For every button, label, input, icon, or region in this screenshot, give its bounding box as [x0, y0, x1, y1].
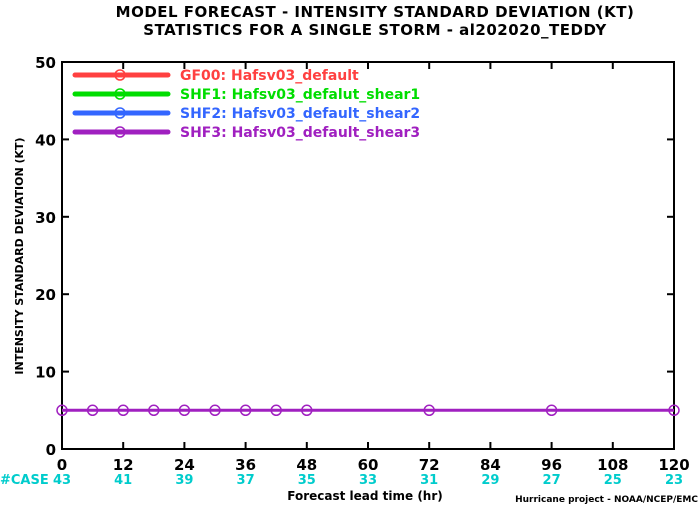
- case-count: 27: [543, 473, 561, 488]
- x-tick-label: 72: [419, 456, 440, 474]
- chart-title-line1: MODEL FORECAST - INTENSITY STANDARD DEVI…: [116, 3, 635, 21]
- case-count: 39: [175, 473, 193, 488]
- x-tick-label: 108: [597, 456, 628, 474]
- series-point: [270, 404, 282, 417]
- series-point: [668, 404, 680, 417]
- series-point: [148, 404, 160, 417]
- case-count: 41: [114, 473, 132, 488]
- x-tick-label: 96: [541, 456, 562, 474]
- case-count: 35: [298, 473, 316, 488]
- series-point: [423, 404, 435, 417]
- series-layer: [56, 404, 680, 417]
- series-point: [117, 404, 129, 417]
- y-tick-label: 40: [35, 131, 56, 149]
- legend: GF00: Hafsv03_default SHF1: Hafsv03_defal…: [72, 68, 420, 141]
- legend-marker: [114, 126, 126, 138]
- series-point: [86, 404, 99, 417]
- case-count: 37: [237, 473, 255, 488]
- legend-marker: [114, 88, 126, 100]
- case-count: 43: [53, 473, 71, 488]
- legend-marker: [114, 69, 126, 81]
- legend-label: GF00: Hafsv03_default: [180, 68, 359, 84]
- y-tick-label: 30: [35, 209, 56, 227]
- y-axis-label: INTENSITY STANDARD DEVIATION (KT): [13, 137, 26, 374]
- series-point: [178, 404, 191, 417]
- x-axis-ticks: 0 12 24 36 48 60 72 84 96 108 120: [57, 62, 690, 474]
- case-label: #CASE: [0, 473, 49, 488]
- x-tick-label: 0: [57, 456, 67, 474]
- y-tick-label: 50: [35, 54, 56, 72]
- case-count: 23: [665, 473, 683, 488]
- legend-label: SHF3: Hafsv03_default_shear3: [180, 125, 420, 141]
- y-axis-ticks: 0 10 20 30 40 50: [35, 54, 674, 459]
- y-tick-label: 0: [46, 441, 56, 459]
- series-point: [209, 404, 221, 417]
- y-tick-label: 10: [35, 364, 56, 382]
- x-tick-label: 48: [296, 456, 317, 474]
- x-tick-label: 36: [235, 456, 256, 474]
- x-tick-label: 84: [480, 456, 501, 474]
- series-point: [56, 404, 68, 417]
- x-tick-label: 12: [113, 456, 134, 474]
- x-tick-label: 120: [658, 456, 689, 474]
- series-point: [301, 404, 313, 417]
- credit-text: Hurricane project - NOAA/NCEP/EMC: [515, 495, 698, 505]
- x-axis-label: Forecast lead time (hr): [287, 489, 443, 503]
- case-count: 31: [420, 473, 438, 488]
- series-point: [239, 404, 252, 417]
- case-counts: 43 41 39 37 35 33 31 29 27 25 23: [53, 473, 683, 488]
- series-point: [545, 404, 558, 417]
- chart-title-line2: STATISTICS FOR A SINGLE STORM - al202020…: [143, 21, 607, 39]
- case-count: 33: [359, 473, 377, 488]
- x-tick-label: 24: [174, 456, 195, 474]
- legend-marker: [114, 107, 126, 119]
- case-count: 25: [604, 473, 622, 488]
- legend-label: SHF1: Hafsv03_defalut_shear1: [180, 87, 420, 103]
- case-count: 29: [481, 473, 499, 488]
- x-tick-label: 60: [358, 456, 379, 474]
- legend-label: SHF2: Hafsv03_default_shear2: [180, 106, 420, 122]
- y-tick-label: 20: [35, 286, 56, 304]
